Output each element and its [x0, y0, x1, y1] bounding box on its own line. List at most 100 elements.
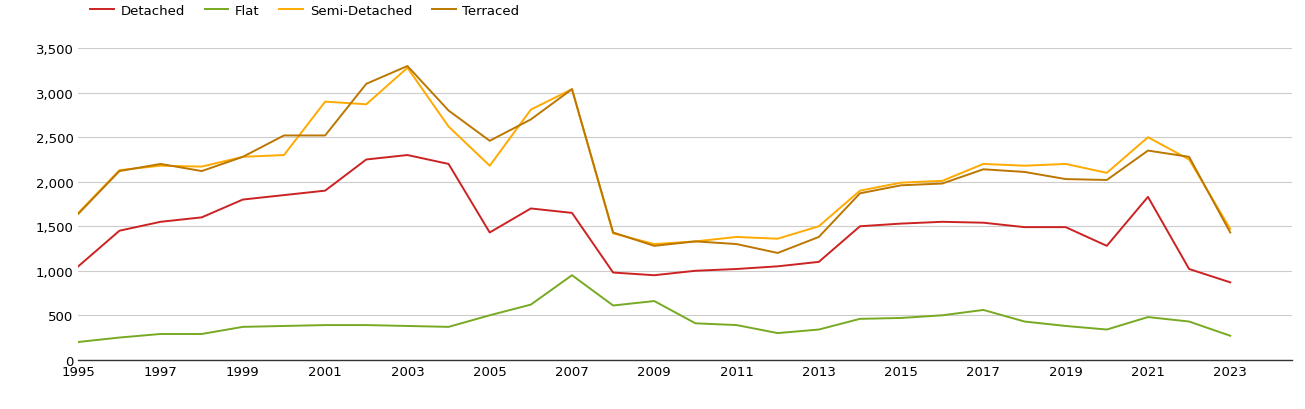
Line: Detached: Detached [78, 156, 1231, 283]
Semi-Detached [1099, 171, 1114, 176]
Flat [852, 317, 868, 321]
Terraced [810, 235, 826, 240]
Semi-Detached [770, 237, 786, 242]
Semi-Detached [399, 66, 415, 71]
Semi-Detached [1181, 157, 1197, 162]
Detached [194, 216, 210, 220]
Semi-Detached [728, 235, 744, 240]
Semi-Detached [934, 179, 950, 184]
Flat [770, 331, 786, 336]
Flat [235, 325, 251, 330]
Semi-Detached [688, 239, 703, 244]
Line: Semi-Detached: Semi-Detached [78, 69, 1231, 245]
Detached [1223, 280, 1238, 285]
Semi-Detached [441, 125, 457, 130]
Detached [1181, 267, 1197, 272]
Semi-Detached [564, 88, 579, 92]
Detached [1017, 225, 1032, 230]
Flat [523, 302, 539, 307]
Terraced [317, 134, 333, 139]
Terraced [359, 82, 375, 87]
Semi-Detached [70, 211, 86, 216]
Flat [976, 308, 992, 312]
Detached [359, 157, 375, 162]
Semi-Detached [317, 100, 333, 105]
Semi-Detached [1141, 135, 1156, 140]
Flat [1017, 319, 1032, 324]
Detached [153, 220, 168, 225]
Detached [934, 220, 950, 225]
Flat [688, 321, 703, 326]
Detached [688, 269, 703, 274]
Detached [564, 211, 579, 216]
Detached [1058, 225, 1074, 230]
Semi-Detached [1017, 164, 1032, 169]
Semi-Detached [646, 242, 662, 247]
Flat [564, 273, 579, 278]
Flat [1223, 333, 1238, 338]
Terraced [894, 183, 910, 188]
Detached [646, 273, 662, 278]
Terraced [1141, 149, 1156, 154]
Semi-Detached [852, 189, 868, 193]
Detached [70, 264, 86, 269]
Terraced [277, 134, 292, 139]
Terraced [1017, 170, 1032, 175]
Flat [153, 332, 168, 337]
Terraced [235, 155, 251, 160]
Terraced [441, 109, 457, 114]
Terraced [688, 239, 703, 244]
Semi-Detached [153, 164, 168, 169]
Flat [112, 335, 128, 340]
Semi-Detached [606, 231, 621, 236]
Flat [894, 316, 910, 321]
Detached [606, 270, 621, 275]
Flat [646, 299, 662, 304]
Terraced [70, 212, 86, 217]
Legend: Detached, Flat, Semi-Detached, Terraced: Detached, Flat, Semi-Detached, Terraced [85, 0, 525, 23]
Flat [70, 340, 86, 345]
Semi-Detached [1058, 162, 1074, 167]
Terraced [976, 167, 992, 172]
Terraced [646, 244, 662, 249]
Flat [1099, 327, 1114, 332]
Detached [482, 230, 497, 235]
Flat [934, 313, 950, 318]
Flat [1058, 324, 1074, 328]
Detached [810, 260, 826, 265]
Flat [359, 323, 375, 328]
Line: Terraced: Terraced [78, 67, 1231, 253]
Detached [277, 193, 292, 198]
Detached [976, 221, 992, 226]
Semi-Detached [277, 153, 292, 158]
Semi-Detached [976, 162, 992, 167]
Terraced [1223, 230, 1238, 235]
Detached [1099, 244, 1114, 249]
Detached [441, 162, 457, 167]
Detached [235, 198, 251, 202]
Line: Flat: Flat [78, 276, 1231, 342]
Terraced [194, 169, 210, 174]
Flat [194, 332, 210, 337]
Flat [728, 323, 744, 328]
Semi-Detached [523, 108, 539, 113]
Terraced [770, 251, 786, 256]
Semi-Detached [112, 168, 128, 173]
Terraced [564, 88, 579, 92]
Flat [441, 325, 457, 330]
Terraced [399, 64, 415, 69]
Flat [810, 327, 826, 332]
Terraced [852, 191, 868, 196]
Flat [606, 303, 621, 308]
Flat [482, 313, 497, 318]
Semi-Detached [482, 164, 497, 169]
Detached [399, 153, 415, 158]
Flat [1181, 319, 1197, 324]
Detached [894, 222, 910, 227]
Detached [770, 264, 786, 269]
Terraced [728, 242, 744, 247]
Terraced [482, 139, 497, 144]
Semi-Detached [194, 165, 210, 170]
Semi-Detached [1223, 227, 1238, 232]
Terraced [153, 162, 168, 167]
